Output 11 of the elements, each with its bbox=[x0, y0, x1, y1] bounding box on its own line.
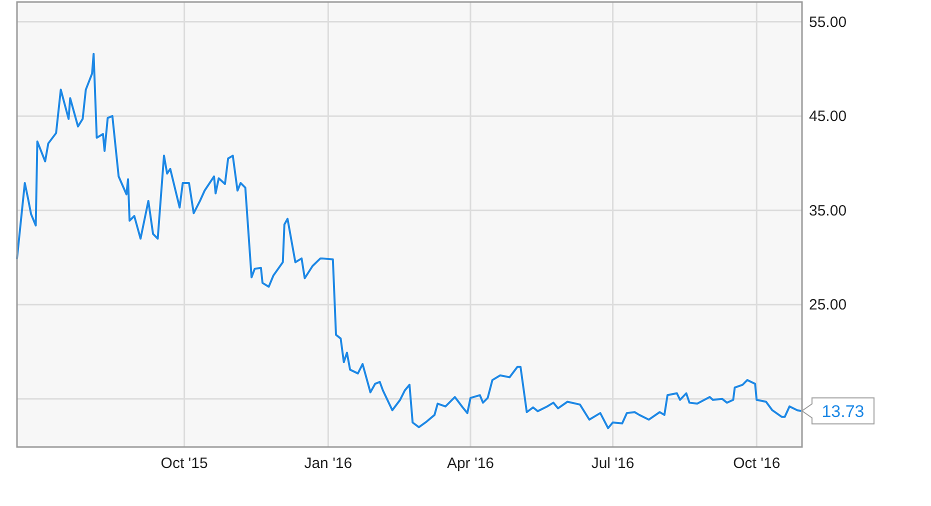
y-tick-label: 25.00 bbox=[809, 296, 847, 314]
x-tick-label: Oct '16 bbox=[733, 455, 780, 472]
annotation: 13.73 bbox=[822, 402, 864, 421]
y-tick-label: 35.00 bbox=[809, 202, 847, 220]
line-series bbox=[16, 52, 802, 430]
x-tick-label: Jul '16 bbox=[591, 455, 634, 472]
y-tick-label: 45.00 bbox=[809, 108, 847, 126]
x-tick-label: Jan '16 bbox=[304, 455, 352, 472]
x-tick-label: Apr '16 bbox=[446, 455, 494, 472]
x-tick-label: Oct '15 bbox=[160, 455, 208, 472]
y-tick-label: 55.00 bbox=[809, 14, 847, 31]
